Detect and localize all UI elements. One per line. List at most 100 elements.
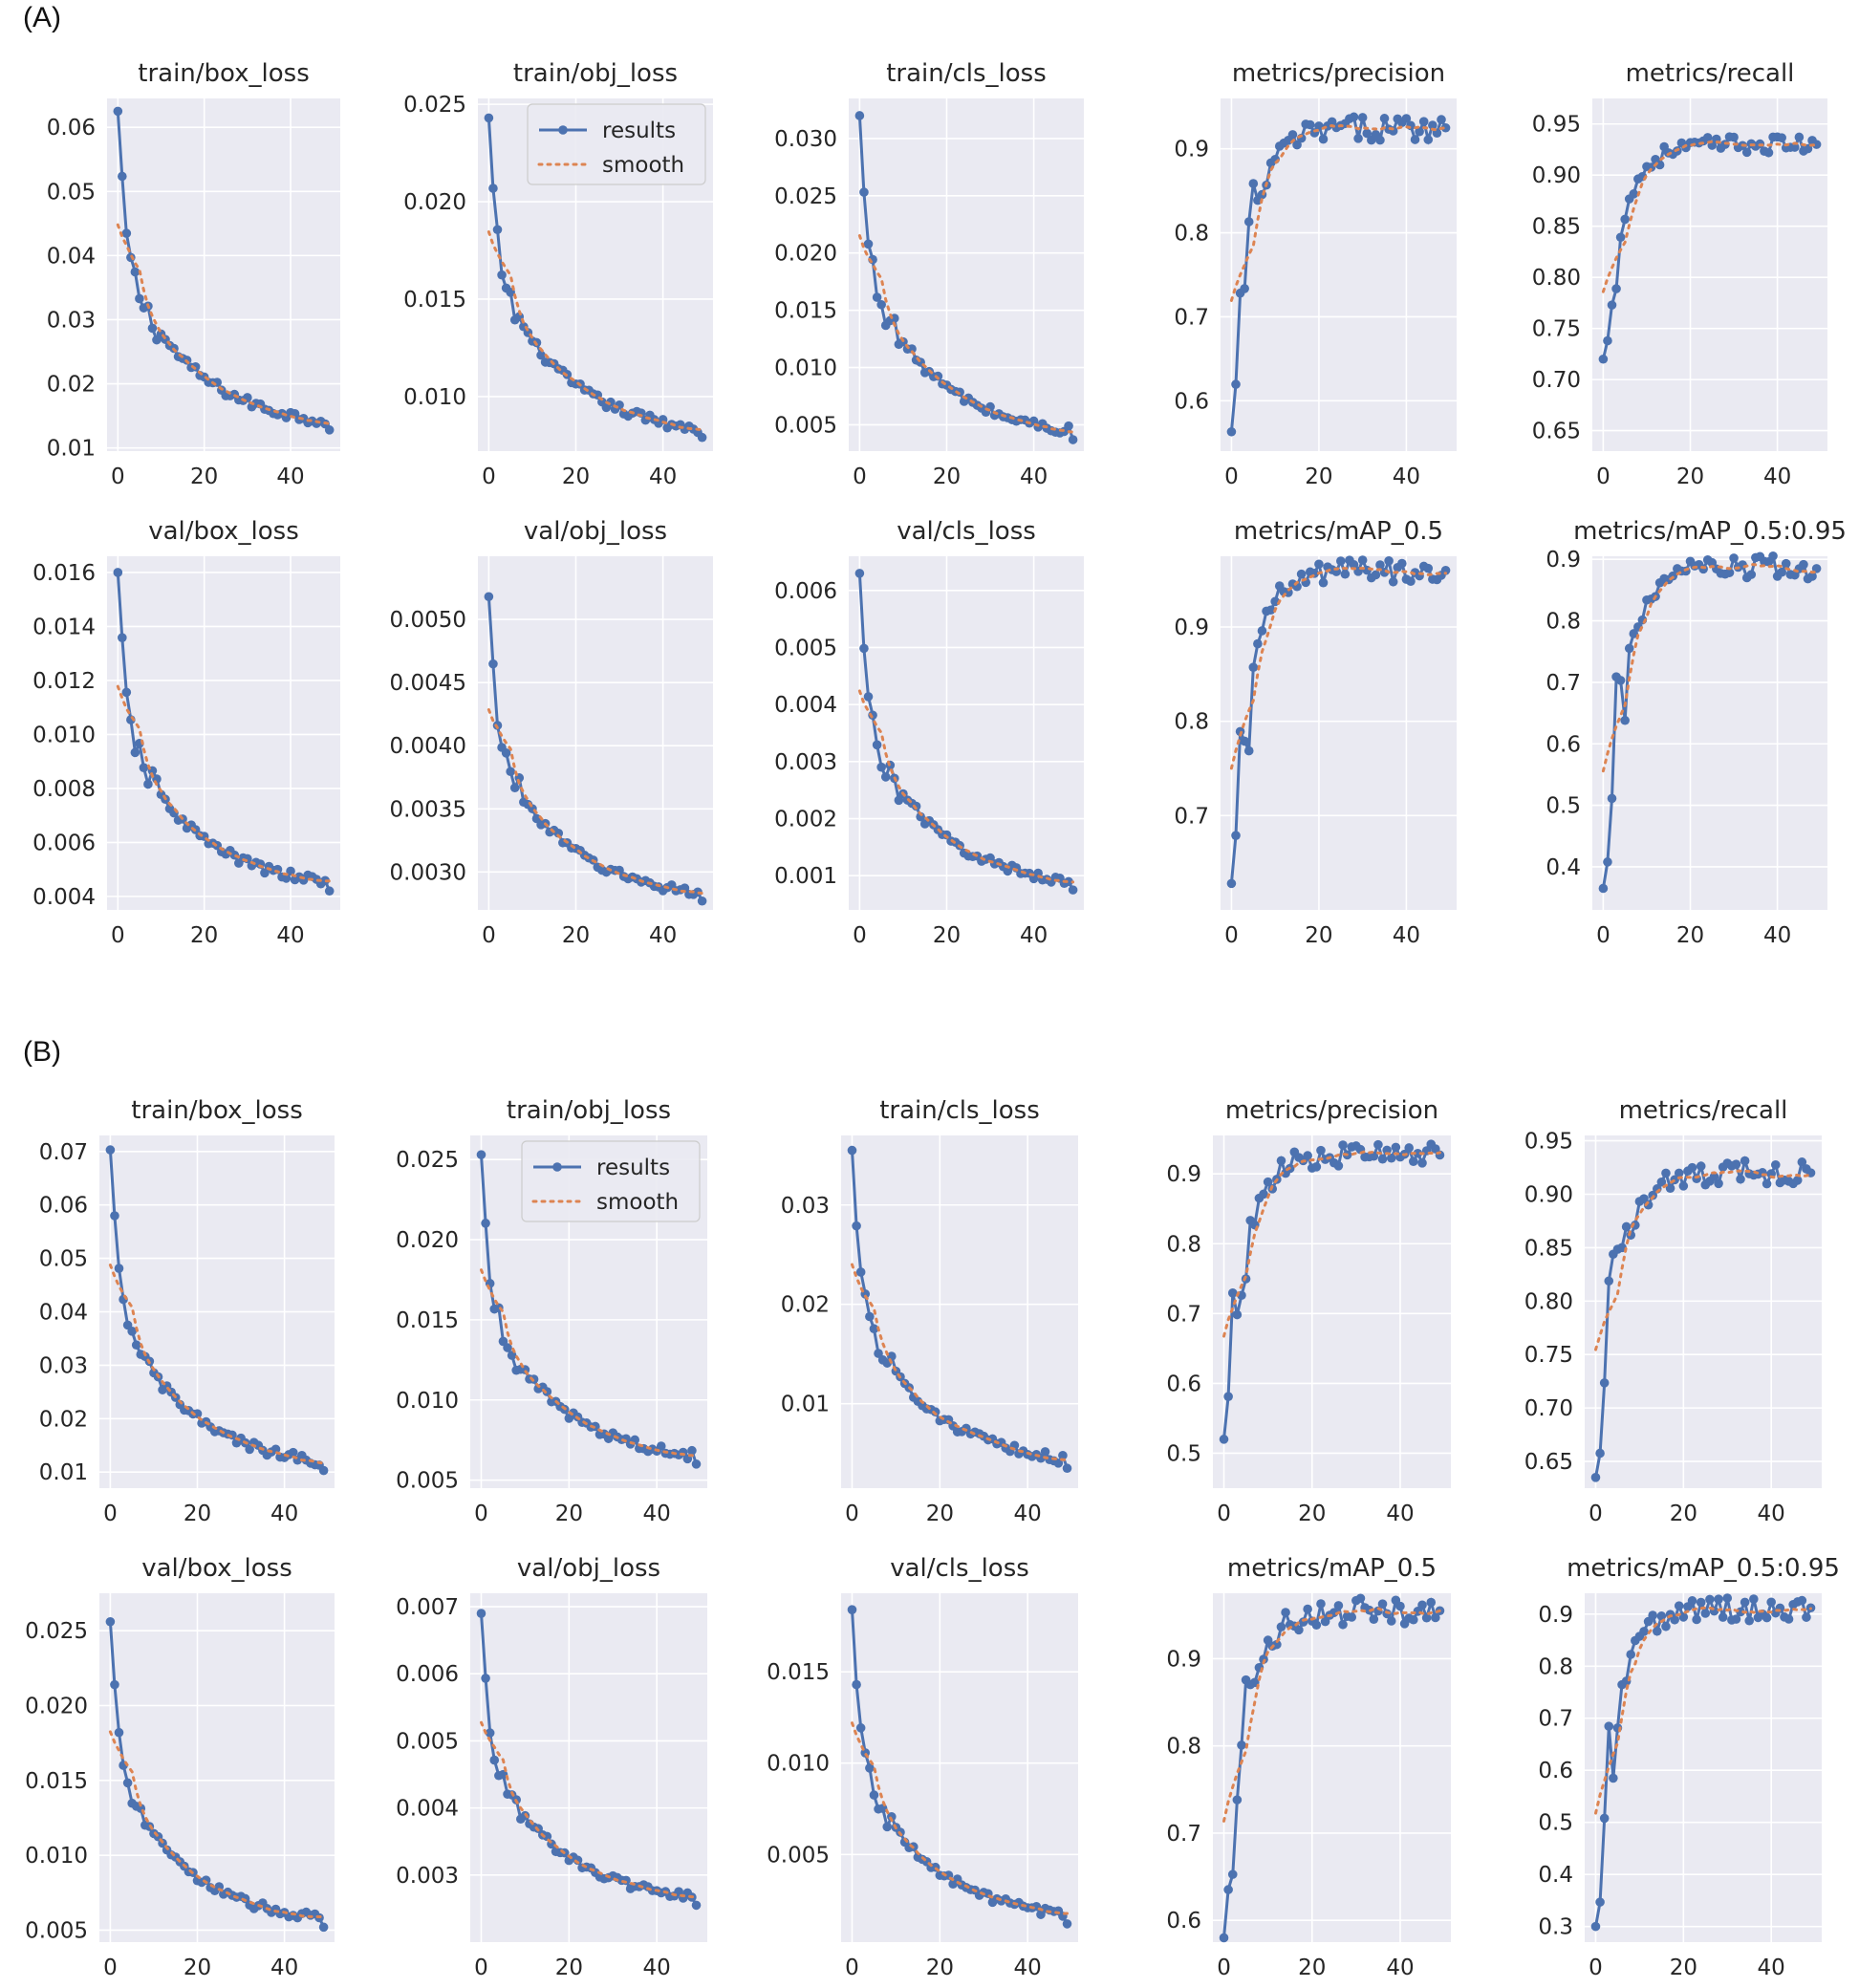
panel-label-a: (A): [23, 2, 61, 33]
y-tick-label: 0.8: [1546, 610, 1581, 635]
y-tick-label: 0.5: [1538, 1811, 1573, 1836]
data-point: [131, 1340, 141, 1351]
data-point: [542, 1831, 552, 1842]
data-point: [1263, 1177, 1273, 1187]
data-point: [1440, 566, 1451, 575]
y-tick-label: 0.025: [396, 1148, 459, 1173]
data-point: [492, 225, 503, 235]
subplot-title: train/cls_loss: [886, 59, 1047, 88]
y-tick-label: 0.010: [774, 357, 837, 381]
data-point: [1373, 1139, 1383, 1150]
y-tick-label: 0.8: [1174, 222, 1209, 247]
y-tick-label: 0.02: [39, 1407, 88, 1432]
data-point: [1740, 1156, 1750, 1166]
data-point: [847, 1605, 857, 1614]
y-tick-label: 0.03: [39, 1353, 88, 1378]
data-point: [1598, 354, 1609, 364]
data-point: [1223, 1885, 1233, 1894]
data-point: [1227, 1869, 1238, 1879]
data-point: [855, 1723, 866, 1733]
series-line-smooth: [1601, 562, 1819, 773]
data-point: [880, 772, 891, 782]
data-point: [1335, 556, 1346, 566]
data-point: [229, 850, 240, 860]
subplot-title: metrics/precision: [1232, 59, 1445, 88]
data-point: [1797, 1595, 1807, 1606]
data-point: [1338, 1619, 1348, 1630]
y-tick-label: 0.010: [32, 723, 96, 747]
y-tick-label: 0.7: [1166, 1302, 1201, 1327]
data-point: [1620, 715, 1630, 725]
x-tick-label: 20: [933, 465, 961, 489]
data-point: [1232, 1795, 1243, 1804]
plot-area: [849, 98, 1084, 451]
y-tick-label: 0.015: [767, 1660, 830, 1685]
subplot-18: 0 20 40 0.6 0.7 0.8 0.9 metrics/mAP_0.5: [1166, 1554, 1451, 1980]
data-point: [1714, 1594, 1723, 1604]
subplot-1: 0 20 40 0.010 0.015 0.020 0.025 train/obj_lossr…: [403, 59, 713, 489]
data-point: [1746, 570, 1757, 579]
data-point: [135, 293, 144, 304]
legend-marker-results: [552, 1162, 562, 1172]
subplot-3: 0 20 40 0.6 0.7 0.8 0.9 metrics/precision: [1174, 59, 1457, 489]
data-point: [281, 874, 292, 883]
subplot-17: 0 20 40 0.005 0.010 0.015 val/cls_loss: [767, 1554, 1078, 1980]
x-tick-label: 0: [845, 1956, 859, 1980]
y-tick-label: 0.7: [1546, 671, 1581, 696]
x-tick-label: 20: [1676, 923, 1704, 948]
plot-area: [1213, 1593, 1451, 1942]
data-point: [1709, 1172, 1719, 1181]
data-point: [691, 1459, 702, 1469]
y-tick-label: 0.7: [1174, 804, 1209, 829]
x-tick-label: 20: [1670, 1956, 1697, 1980]
data-point: [1705, 1594, 1715, 1605]
subplot-title: metrics/mAP_0.5: [1234, 517, 1443, 546]
subplot-title: metrics/recall: [1626, 59, 1795, 88]
data-point: [1064, 876, 1073, 887]
series-line-smooth: [480, 1720, 698, 1899]
data-point: [318, 1465, 329, 1476]
x-tick-label: 20: [184, 1956, 211, 1980]
data-point: [1314, 121, 1324, 131]
subplot-5: 0 20 40 0.004 0.006 0.008 0.010 0.012 0.014 0.016…: [32, 517, 340, 948]
y-tick-label: 0.003: [774, 750, 837, 775]
y-tick-label: 0.07: [39, 1140, 88, 1165]
data-point: [591, 1421, 600, 1432]
data-point: [1749, 1594, 1759, 1604]
data-point: [1243, 746, 1254, 756]
data-point: [1237, 1740, 1246, 1750]
data-point: [147, 323, 158, 334]
y-tick-label: 0.01: [781, 1393, 830, 1417]
x-tick-label: 40: [643, 1502, 671, 1526]
subplot-6: 0 20 40 0.0030 0.0035 0.0040 0.0045 0.0050 val/o…: [390, 517, 713, 948]
data-point: [1409, 1156, 1418, 1166]
y-tick-label: 0.70: [1524, 1396, 1573, 1421]
data-point: [1064, 421, 1073, 431]
x-tick-label: 20: [555, 1502, 583, 1526]
data-point: [118, 633, 127, 642]
y-tick-label: 0.9: [1538, 1603, 1573, 1628]
data-point: [1620, 214, 1630, 225]
data-point: [1603, 335, 1612, 346]
y-tick-label: 0.03: [781, 1194, 830, 1219]
y-tick-label: 0.005: [396, 1469, 459, 1494]
y-tick-label: 0.06: [39, 1194, 88, 1219]
data-point: [1371, 570, 1381, 580]
data-point: [1656, 1177, 1667, 1187]
subplot-title: metrics/recall: [1619, 1096, 1788, 1125]
x-tick-label: 40: [649, 923, 677, 948]
y-tick-label: 0.75: [1532, 317, 1581, 342]
data-point: [1386, 1153, 1396, 1163]
y-tick-label: 0.05: [47, 180, 96, 205]
data-point: [1395, 1601, 1405, 1611]
y-tick-label: 0.025: [25, 1619, 88, 1644]
x-tick-label: 0: [1217, 1956, 1231, 1980]
data-point: [876, 762, 886, 772]
data-point: [1401, 114, 1412, 123]
data-point: [1417, 1158, 1427, 1168]
data-point: [911, 801, 921, 811]
y-tick-label: 0.004: [396, 1797, 459, 1822]
y-tick-label: 0.9: [1174, 138, 1209, 162]
data-point: [1296, 569, 1307, 579]
data-point: [497, 270, 507, 280]
